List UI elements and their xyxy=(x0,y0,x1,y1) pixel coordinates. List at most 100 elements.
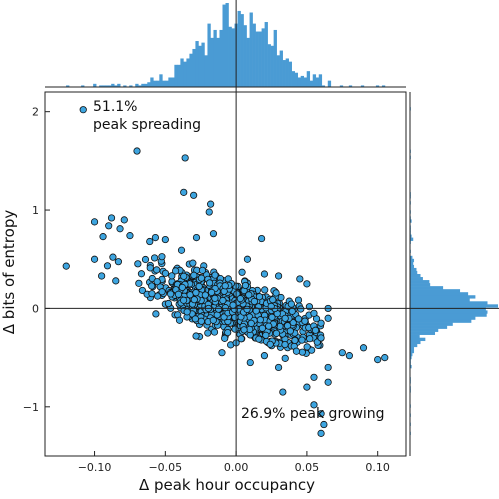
data-point xyxy=(324,378,332,386)
right-histogram-bar xyxy=(410,322,453,326)
data-point xyxy=(192,289,200,297)
top-histogram-bar xyxy=(102,85,106,87)
data-point xyxy=(317,319,325,327)
x-tick-label: 0.00 xyxy=(224,461,249,474)
data-point xyxy=(181,154,189,162)
top-histogram-bar xyxy=(306,71,311,87)
top-histogram-bar xyxy=(228,26,232,88)
right-histogram-bar xyxy=(410,310,488,314)
top-histogram-bar xyxy=(156,80,160,87)
top-histogram-bar xyxy=(186,58,190,87)
top-histogram-bar xyxy=(150,77,154,87)
data-point xyxy=(238,268,246,276)
data-point xyxy=(294,296,303,304)
data-point xyxy=(209,316,217,324)
right-histogram-bar xyxy=(410,258,415,263)
right-histogram-bar xyxy=(410,307,486,311)
right-histogram-bar xyxy=(410,261,414,266)
data-point xyxy=(286,327,294,335)
data-point xyxy=(303,343,311,351)
data-point xyxy=(311,326,320,334)
data-point xyxy=(237,335,245,343)
top-histogram-bar xyxy=(267,44,271,87)
top-histogram-bar xyxy=(111,83,115,87)
top-histogram-bar xyxy=(108,85,112,87)
top-histogram-bar xyxy=(270,45,274,87)
right-histogram-bar xyxy=(410,280,430,284)
data-point xyxy=(62,262,70,270)
data-point xyxy=(287,300,295,308)
annotation-peak-spreading-pct: 51.1% xyxy=(93,99,137,115)
data-point xyxy=(243,255,252,263)
annotation-peak-growing: 26.9% peak growing xyxy=(241,406,385,422)
top-histogram-bar xyxy=(207,23,211,87)
top-histogram-bar xyxy=(237,10,241,87)
top-histogram-bar xyxy=(198,45,202,87)
top-histogram-bar xyxy=(279,50,283,87)
right-histogram-bar xyxy=(410,301,488,305)
top-histogram-bar xyxy=(252,23,256,87)
data-point xyxy=(98,272,106,280)
right-histogram-bar xyxy=(410,343,418,348)
plot-frame xyxy=(44,91,407,457)
data-point xyxy=(207,200,215,208)
data-point xyxy=(219,296,227,305)
right-histogram-bar xyxy=(410,352,413,357)
data-point xyxy=(240,326,248,334)
top-histogram-bar xyxy=(258,31,262,87)
data-point xyxy=(245,291,253,299)
top-histogram-bar xyxy=(192,48,196,87)
right-histogram-bar xyxy=(410,234,412,238)
data-point xyxy=(320,420,328,429)
top-histogram-bar xyxy=(135,83,139,87)
top-histogram-bar xyxy=(180,58,184,87)
top-histogram-bar xyxy=(168,77,172,87)
data-point xyxy=(252,307,260,315)
right-histogram-bar xyxy=(410,277,423,281)
right-histogram-bar xyxy=(410,365,412,369)
data-point xyxy=(134,260,142,268)
top-histogram-bar xyxy=(327,80,332,87)
data-point xyxy=(190,271,198,279)
data-point xyxy=(126,232,134,240)
data-point xyxy=(233,290,241,298)
data-point xyxy=(268,313,276,321)
data-point xyxy=(190,191,198,199)
top-histogram-bar xyxy=(117,83,121,87)
top-histogram-bar xyxy=(222,4,226,87)
data-point xyxy=(291,336,299,345)
data-point xyxy=(178,283,186,292)
data-point xyxy=(148,290,156,298)
top-histogram-bar xyxy=(249,12,253,88)
data-point xyxy=(241,281,250,290)
data-point xyxy=(272,289,280,297)
data-point xyxy=(197,317,205,325)
data-point xyxy=(359,344,368,352)
data-point xyxy=(298,336,306,344)
data-point xyxy=(317,429,325,437)
data-point xyxy=(243,305,251,313)
data-point xyxy=(274,363,283,372)
top-histogram-bar xyxy=(303,77,308,87)
right-histogram-bar xyxy=(410,295,476,299)
data-point xyxy=(297,305,305,313)
data-point xyxy=(279,388,287,396)
data-point xyxy=(167,290,175,298)
right-marginal-histogram xyxy=(409,92,498,456)
data-point xyxy=(224,328,232,337)
data-point xyxy=(133,147,141,155)
top-histogram-bar xyxy=(255,31,259,87)
y-tick-label: 0 xyxy=(32,302,39,315)
top-histogram-bar xyxy=(297,77,302,87)
top-histogram-bar xyxy=(219,29,223,87)
data-point xyxy=(172,267,180,275)
top-histogram-bar xyxy=(240,14,244,88)
data-point xyxy=(231,313,239,322)
data-point xyxy=(247,319,255,327)
data-point xyxy=(374,355,382,364)
data-point xyxy=(274,272,283,280)
right-histogram-bar xyxy=(410,219,412,223)
top-histogram-bar xyxy=(171,77,175,87)
right-histogram-bar xyxy=(410,267,417,272)
top-histogram-bar xyxy=(261,28,265,87)
